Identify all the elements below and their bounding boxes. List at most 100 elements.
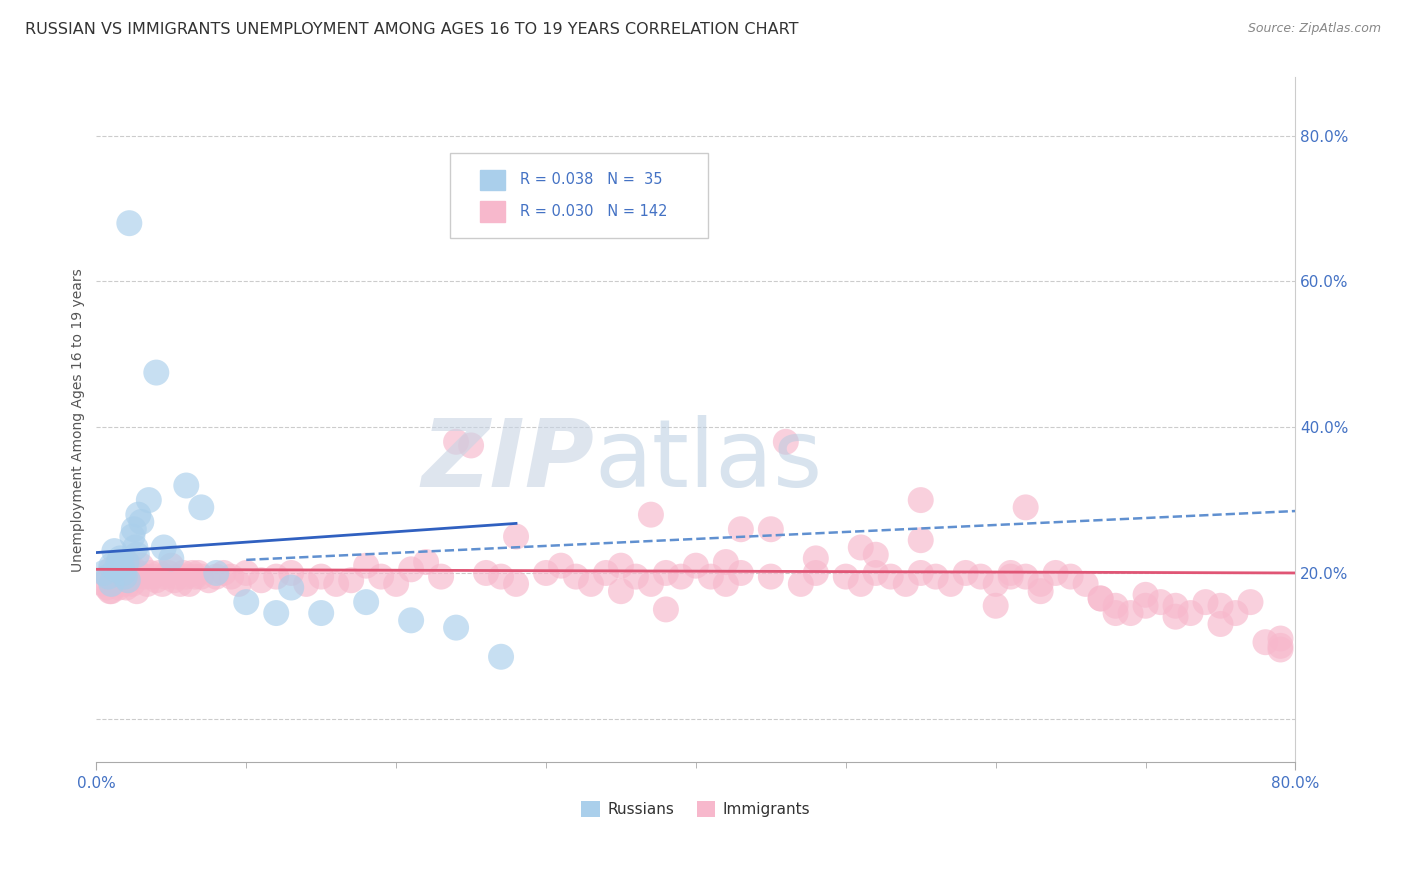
Point <box>1164 599 1187 613</box>
Point <box>1239 595 1261 609</box>
Point <box>114 566 136 580</box>
Point <box>430 569 453 583</box>
Point <box>1254 635 1277 649</box>
Point <box>505 577 527 591</box>
Point <box>460 438 482 452</box>
Point <box>340 574 363 588</box>
Point <box>103 544 125 558</box>
Point <box>115 581 138 595</box>
Point <box>160 558 183 573</box>
Point <box>325 577 347 591</box>
Point <box>174 478 197 492</box>
Point <box>790 577 813 591</box>
Point <box>1045 566 1067 580</box>
Point <box>100 577 122 591</box>
Point <box>370 569 392 583</box>
Point <box>444 434 467 449</box>
Point <box>955 566 977 580</box>
Point <box>100 558 122 573</box>
Point <box>655 602 678 616</box>
Point <box>228 577 250 591</box>
Point <box>179 577 201 591</box>
Point <box>700 569 723 583</box>
Point <box>184 569 207 583</box>
Point <box>150 577 173 591</box>
Point <box>685 558 707 573</box>
Point <box>212 566 235 580</box>
Point <box>714 577 737 591</box>
Point <box>280 566 302 580</box>
Point <box>624 569 647 583</box>
Point <box>1014 500 1036 515</box>
Point <box>122 522 145 536</box>
Point <box>1270 639 1292 653</box>
Point <box>894 577 917 591</box>
Point <box>127 508 149 522</box>
Point <box>1209 617 1232 632</box>
Point <box>264 569 287 583</box>
Point <box>1135 588 1157 602</box>
Point <box>205 569 228 583</box>
Point <box>145 574 167 588</box>
Point <box>1135 599 1157 613</box>
Point <box>139 566 162 580</box>
Point <box>399 562 422 576</box>
Point <box>309 569 332 583</box>
Bar <box>479 202 505 222</box>
Point <box>1119 606 1142 620</box>
Point <box>730 522 752 536</box>
Point <box>354 558 377 573</box>
Point <box>295 577 318 591</box>
Point <box>111 558 134 573</box>
Point <box>730 566 752 580</box>
Point <box>970 569 993 583</box>
Point <box>124 541 146 555</box>
Point <box>489 649 512 664</box>
Point <box>714 555 737 569</box>
Point <box>100 562 122 576</box>
Point <box>835 569 858 583</box>
Point <box>250 574 273 588</box>
Point <box>136 577 159 591</box>
Point <box>115 555 138 569</box>
Point <box>104 577 127 591</box>
Point <box>759 569 782 583</box>
Point <box>111 569 134 583</box>
Point <box>117 566 139 580</box>
Point <box>910 566 932 580</box>
Point <box>190 569 212 583</box>
Point <box>114 569 136 583</box>
Point <box>134 569 156 583</box>
Point <box>235 595 257 609</box>
Point <box>112 577 135 591</box>
Point <box>125 548 148 562</box>
Point <box>610 584 633 599</box>
Point <box>1000 566 1022 580</box>
Point <box>142 569 165 583</box>
Point <box>925 569 948 583</box>
Point <box>181 566 204 580</box>
Point <box>595 566 617 580</box>
Point <box>96 581 118 595</box>
Point <box>97 569 120 583</box>
Point <box>105 569 128 583</box>
Point <box>475 566 498 580</box>
Point <box>669 569 692 583</box>
Point <box>1270 642 1292 657</box>
Bar <box>479 169 505 190</box>
Point <box>148 566 170 580</box>
Point <box>385 577 408 591</box>
Point <box>219 569 242 583</box>
Point <box>804 551 827 566</box>
Point <box>1180 606 1202 620</box>
Point <box>127 566 149 580</box>
Point <box>444 621 467 635</box>
Point <box>505 529 527 543</box>
Point <box>110 562 132 576</box>
Point <box>157 566 180 580</box>
Point <box>804 566 827 580</box>
Point <box>534 566 557 580</box>
Point <box>1225 606 1247 620</box>
Text: ZIP: ZIP <box>422 415 593 507</box>
Point <box>98 584 121 599</box>
